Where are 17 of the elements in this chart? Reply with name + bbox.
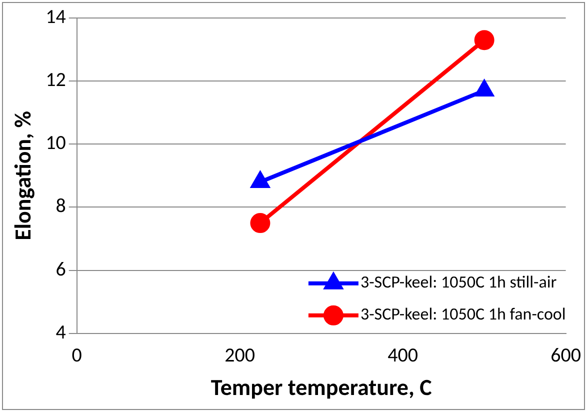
y-tick-label: 6 [56,257,66,282]
y-tick-label: 10 [46,131,66,156]
y-tick-label: 12 [46,68,66,92]
x-tick-label: 0 [72,343,82,368]
point [251,172,270,188]
y-axis-title: Elongation, % [10,110,38,240]
y-tick-label: 14 [46,5,66,29]
x-tick-label: 600 [550,343,582,368]
x-tick-label: 200 [224,343,256,368]
point [475,80,494,97]
legend-label: 3-SCP-keel: 1050C 1h fan-cool [360,304,566,325]
x-axis-title: Temper temperature, C [210,374,432,402]
x-tick-label: 400 [388,343,418,368]
y-tick-label: 4 [56,320,66,344]
y-tick-label: 8 [56,194,66,218]
point [474,30,494,50]
legend-label: 3-SCP-keel: 1050C 1h still-air [360,272,557,293]
